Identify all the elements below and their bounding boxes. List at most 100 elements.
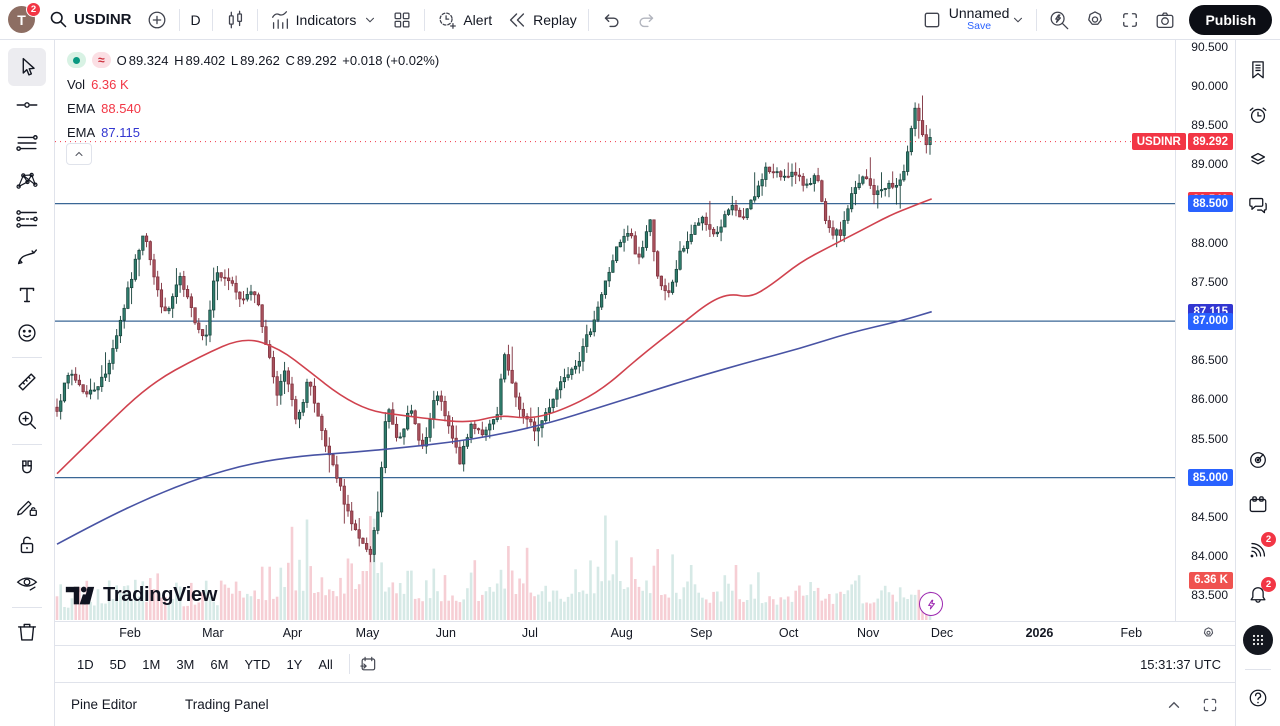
brush-icon bbox=[17, 249, 37, 265]
tool-text[interactable] bbox=[8, 276, 46, 314]
time-axis-settings-icon[interactable] bbox=[1200, 625, 1217, 642]
chart-pane[interactable]: TradingView ≈ O 89.324 H 89.402 L 89.262 bbox=[55, 40, 1235, 621]
tool-brush[interactable] bbox=[8, 238, 46, 276]
time-axis-label[interactable]: 2026 bbox=[1025, 626, 1054, 640]
legend-collapse-button[interactable] bbox=[66, 143, 92, 165]
layout-box-button[interactable] bbox=[915, 5, 949, 35]
long-position-icon bbox=[16, 210, 38, 228]
range-ytd-button[interactable]: YTD bbox=[236, 653, 278, 676]
tool-emoji[interactable] bbox=[8, 314, 46, 352]
all-apps-button[interactable] bbox=[1240, 620, 1276, 660]
time-axis-label[interactable]: Nov bbox=[856, 626, 880, 640]
bell-icon bbox=[1250, 587, 1266, 603]
alert-button[interactable]: Alert bbox=[429, 5, 499, 35]
time-axis-label[interactable]: Oct bbox=[778, 626, 799, 640]
range-5d-button[interactable]: 5D bbox=[102, 653, 135, 676]
legend-volume-row[interactable]: Vol 6.36 K bbox=[67, 72, 441, 96]
indicator-templates-button[interactable] bbox=[363, 5, 384, 35]
tool-long-position[interactable] bbox=[8, 200, 46, 238]
event-lightning-icon[interactable] bbox=[919, 592, 943, 616]
lock-open-icon bbox=[20, 536, 34, 554]
tool-horizontal-line[interactable] bbox=[8, 86, 46, 124]
user-menu-button[interactable]: T 2 bbox=[8, 2, 41, 33]
tool-xabcd-pattern[interactable] bbox=[8, 162, 46, 200]
lock-drawings-button[interactable] bbox=[8, 526, 46, 564]
pine-editor-tab[interactable]: Pine Editor bbox=[71, 697, 138, 712]
expand-panel-button[interactable] bbox=[1165, 696, 1183, 714]
layout-chevron-button[interactable] bbox=[1009, 5, 1032, 35]
indicators-button[interactable]: Indicators bbox=[262, 5, 364, 35]
symbol-search-button[interactable]: USDINR bbox=[41, 5, 139, 35]
magnet-mode-button[interactable] bbox=[8, 450, 46, 488]
price-badge-row: 85.000 bbox=[1187, 469, 1233, 487]
time-axis-label[interactable]: Aug bbox=[610, 626, 633, 640]
alerts-panel-button[interactable] bbox=[1240, 95, 1276, 135]
drawing-toolbar bbox=[0, 40, 55, 726]
object-tree-button[interactable] bbox=[1240, 140, 1276, 180]
time-axis-label[interactable]: May bbox=[355, 626, 380, 640]
ideas-button[interactable] bbox=[1240, 440, 1276, 480]
legend-ema1-row[interactable]: EMA 88.540 bbox=[67, 96, 441, 120]
time-axis[interactable]: Feb Mar Apr May Jun Jul Aug Sep Oct Nov Dec 2026 Feb bbox=[55, 622, 1175, 645]
time-axis-label[interactable]: Jul bbox=[521, 626, 538, 640]
search-icon bbox=[50, 11, 67, 28]
streams-button[interactable]: 2 bbox=[1240, 530, 1276, 570]
trading-panel-tab[interactable]: Trading Panel bbox=[185, 697, 269, 712]
right-sidebar: 2 2 bbox=[1235, 40, 1280, 726]
replay-button[interactable]: Replay bbox=[499, 5, 584, 35]
candlestick-chart[interactable] bbox=[55, 40, 1175, 621]
redo-button[interactable] bbox=[629, 5, 665, 35]
toolbar-divider bbox=[211, 8, 213, 31]
range-1d-button[interactable]: 1D bbox=[69, 653, 102, 676]
snapshot-button[interactable] bbox=[1147, 5, 1183, 35]
chart-center: TradingView ≈ O 89.324 H 89.402 L 89.262 bbox=[55, 40, 1235, 726]
fullscreen-button[interactable] bbox=[1113, 5, 1147, 35]
range-3m-button[interactable]: 3M bbox=[168, 653, 202, 676]
range-1y-button[interactable]: 1Y bbox=[278, 653, 310, 676]
hide-drawings-button[interactable] bbox=[8, 564, 46, 602]
undo-button[interactable] bbox=[593, 5, 629, 35]
compare-add-symbol-button[interactable] bbox=[139, 5, 175, 35]
interval-button[interactable]: D bbox=[184, 5, 208, 35]
price-tick: 86.000 bbox=[1191, 392, 1228, 407]
time-axis-label[interactable]: Apr bbox=[282, 626, 303, 640]
tool-fib-retracement[interactable] bbox=[8, 124, 46, 162]
tradingview-logo-icon bbox=[65, 586, 95, 604]
settings-button[interactable] bbox=[1077, 5, 1113, 35]
time-axis-label[interactable]: Sep bbox=[690, 626, 713, 640]
maximize-panel-button[interactable] bbox=[1201, 696, 1219, 714]
alarm-clock-icon bbox=[1249, 107, 1267, 123]
price-axis[interactable]: 90.500 90.000 89.500 89.000 88.000 87.500 86.5… bbox=[1131, 40, 1235, 621]
calendar-button[interactable] bbox=[1240, 485, 1276, 525]
range-1m-button[interactable]: 1M bbox=[134, 653, 168, 676]
symbol-price-label: USDINR bbox=[1131, 133, 1186, 151]
time-axis-label[interactable]: Mar bbox=[202, 626, 224, 640]
remove-drawings-button[interactable] bbox=[8, 613, 46, 651]
time-axis-label[interactable]: Jun bbox=[435, 626, 456, 640]
chat-button[interactable] bbox=[1240, 185, 1276, 225]
time-axis-label[interactable]: Dec bbox=[930, 626, 954, 640]
go-to-date-button[interactable] bbox=[358, 654, 378, 674]
legend-ema2-row[interactable]: EMA 87.115 bbox=[67, 120, 441, 144]
range-6m-button[interactable]: 6M bbox=[202, 653, 236, 676]
watchlist-button[interactable] bbox=[1240, 50, 1276, 90]
time-axis-row[interactable]: Feb Mar Apr May Jun Jul Aug Sep Oct Nov Dec 2026 Feb bbox=[55, 621, 1235, 645]
clock[interactable]: 15:31:37 UTC bbox=[1140, 656, 1221, 672]
help-button[interactable] bbox=[1240, 678, 1276, 718]
chart-style-button[interactable] bbox=[217, 5, 253, 35]
time-axis-label[interactable]: Feb bbox=[1120, 626, 1143, 640]
tool-cursor[interactable] bbox=[8, 48, 46, 86]
legend-ohlc-row[interactable]: ≈ O 89.324 H 89.402 L 89.262 C 89.292 +0.018… bbox=[67, 48, 441, 72]
quick-search-button[interactable] bbox=[1041, 5, 1077, 35]
tool-measure[interactable] bbox=[8, 363, 46, 401]
layout-grid-button[interactable] bbox=[384, 5, 420, 35]
tool-zoom-in[interactable] bbox=[8, 401, 46, 439]
time-axis-label[interactable]: Feb bbox=[119, 626, 141, 640]
publish-button[interactable]: Publish bbox=[1189, 4, 1272, 35]
save-layout-button[interactable]: Unnamed Save bbox=[949, 5, 1010, 33]
notifications-button[interactable]: 2 bbox=[1240, 575, 1276, 615]
top-toolbar: T 2 USDINR D Indicators bbox=[0, 0, 1280, 40]
drawing-mode-button[interactable] bbox=[8, 488, 46, 526]
range-all-button[interactable]: All bbox=[310, 653, 340, 676]
ema1-label: EMA bbox=[67, 100, 96, 116]
